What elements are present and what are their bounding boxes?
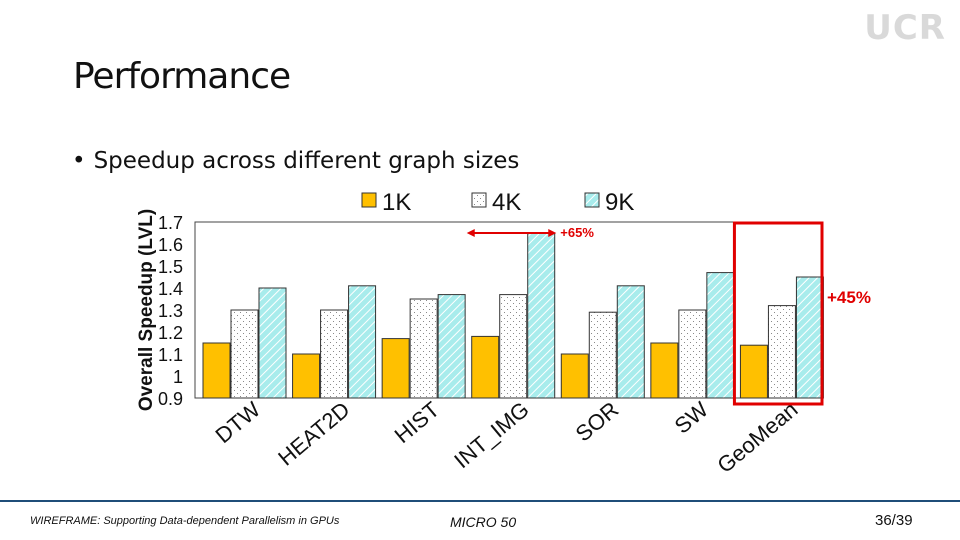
arrow-left-icon xyxy=(466,229,475,237)
annotation-65-label: +65% xyxy=(560,225,594,240)
bullet-text: Speedup across different graph sizes xyxy=(93,148,520,174)
footer-rule xyxy=(0,500,960,502)
legend-swatch-9k xyxy=(584,192,600,208)
y-tick-label: 1.7 xyxy=(158,213,183,233)
bullet-point: • Speedup across different graph sizes xyxy=(72,148,519,174)
bar-1k-sw xyxy=(650,342,679,399)
x-category-label: GeoMean xyxy=(712,397,802,478)
y-axis-label: Overall Speedup (LVL) xyxy=(136,209,157,411)
footer-venue: MICRO 50 xyxy=(450,514,517,530)
bar-4k-hist xyxy=(409,298,438,399)
bar-4k-dtw xyxy=(230,309,259,399)
bar-1k-sor xyxy=(560,353,589,399)
legend-swatch-1k xyxy=(361,192,377,208)
footer-paper-title: WIREFRAME: Supporting Data-dependent Par… xyxy=(30,515,340,527)
x-category-label: HEAT2D xyxy=(273,397,354,471)
bar-4k-heat2d xyxy=(320,309,349,399)
legend-label-4k: 4K xyxy=(492,189,521,216)
plot-area xyxy=(194,221,824,399)
legend-swatch-4k xyxy=(471,192,487,208)
annotations: +65% +45% xyxy=(466,221,871,406)
bar-9k-hist xyxy=(437,294,466,399)
y-tick-label: 0.9 xyxy=(158,389,183,409)
y-tick-label: 1.4 xyxy=(158,279,183,299)
bar-9k-dtw xyxy=(258,287,287,399)
slide-title: Performance xyxy=(73,56,291,97)
bar-4k-sor xyxy=(588,311,617,399)
ucr-logo: UCR xyxy=(864,8,946,48)
bar-4k-int_img xyxy=(499,294,528,399)
bar-1k-heat2d xyxy=(292,353,321,399)
annotation-45-label: +45% xyxy=(827,288,871,307)
bar-9k-sor xyxy=(616,285,645,399)
x-category-label: HIST xyxy=(390,397,444,448)
bar-1k-hist xyxy=(381,338,410,399)
y-tick-label: 1.6 xyxy=(158,235,183,255)
x-category-label: DTW xyxy=(211,397,266,449)
y-tick-label: 1.3 xyxy=(158,301,183,321)
bar-4k-sw xyxy=(678,309,707,399)
x-category-label: INT_IMG xyxy=(449,397,533,474)
bar-1k-int_img xyxy=(471,335,500,399)
y-tick-label: 1 xyxy=(173,367,183,387)
y-tick-label: 1.2 xyxy=(158,323,183,343)
bullet-icon: • xyxy=(72,148,86,174)
bar-9k-sw xyxy=(706,272,735,399)
bar-1k-dtw xyxy=(202,342,231,399)
x-axis-labels: DTW HEAT2D HIST INT_IMG SOR SW GeoMean xyxy=(211,397,803,478)
x-category-label: SW xyxy=(670,397,713,439)
geomean-highlight-box xyxy=(732,221,824,406)
bar-9k-int_img xyxy=(527,232,556,399)
chart-legend: 1K 4K 9K xyxy=(361,189,634,216)
y-axis-ticks: 1.71.61.51.41.31.21.110.9 xyxy=(158,213,183,409)
bar-4k-geomean xyxy=(767,305,796,399)
legend-label-1k: 1K xyxy=(382,189,411,216)
page-number: 36/39 xyxy=(875,512,913,529)
y-tick-label: 1.1 xyxy=(158,345,183,365)
bar-1k-geomean xyxy=(739,344,768,399)
legend-label-9k: 9K xyxy=(605,189,634,216)
bar-9k-heat2d xyxy=(348,285,377,399)
speedup-chart: 1K 4K 9K Overall Speedup (LVL) 1.71.61.51.… xyxy=(136,189,871,478)
x-category-label: SOR xyxy=(571,397,624,447)
y-tick-label: 1.5 xyxy=(158,257,183,277)
arrow-right-icon xyxy=(548,229,557,237)
bar-9k-geomean xyxy=(795,276,824,399)
